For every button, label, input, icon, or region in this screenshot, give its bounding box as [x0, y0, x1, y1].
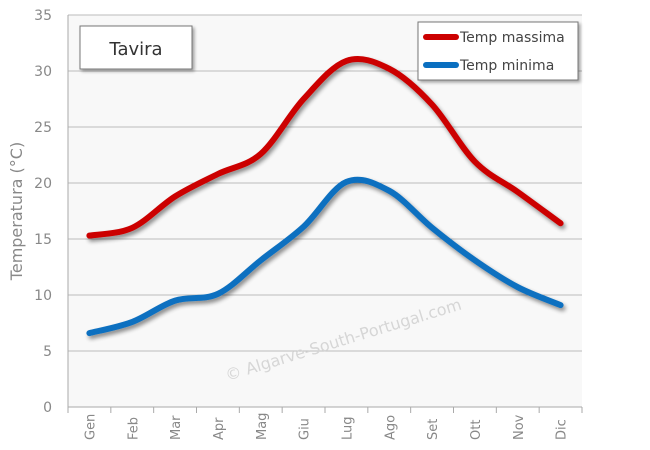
x-tick-label: Lug: [340, 416, 355, 440]
y-axis-label: Temperatura (°C): [7, 142, 26, 281]
legend-label-min: Temp minima: [459, 58, 554, 74]
y-tick-label: 5: [43, 344, 52, 360]
y-tick-label: 15: [34, 232, 52, 248]
x-tick-label: Giu: [298, 418, 313, 440]
title-box: Tavira: [79, 25, 193, 70]
x-tick-label: Mar: [169, 415, 184, 440]
series-line-temp-minima: [86, 176, 564, 337]
series-lines: [86, 56, 564, 337]
y-tick-label: 10: [34, 288, 52, 304]
y-tick-label: 25: [34, 120, 52, 136]
y-axis-ticks: 0 5 10 15 20 25 30 35: [34, 8, 52, 416]
x-tick-label: Dic: [555, 419, 570, 440]
chart-title: Tavira: [108, 39, 162, 60]
x-tick-label: Nov: [512, 414, 527, 440]
series-line-temp-massima: [86, 56, 564, 239]
x-tick-label: Apr: [212, 417, 227, 440]
y-tick-label: 35: [34, 8, 52, 24]
x-tick-label: Ott: [469, 420, 484, 440]
y-tick-label: 20: [34, 176, 52, 192]
y-tick-label: 0: [43, 400, 52, 416]
y-tick-label: 30: [34, 64, 52, 80]
x-axis-ticks: Gen Feb Mar Apr Mag Giu Lug Ago Set Ott Nov Dic: [83, 407, 583, 440]
legend: Temp massima Temp minima: [417, 21, 579, 81]
x-tick-label: Feb: [126, 417, 141, 440]
legend-label-max: Temp massima: [459, 30, 565, 46]
x-tick-label: Gen: [83, 414, 98, 440]
x-tick-label: Set: [426, 419, 441, 440]
x-tick-label: Ago: [383, 415, 398, 440]
x-tick-label: Mag: [255, 413, 270, 440]
